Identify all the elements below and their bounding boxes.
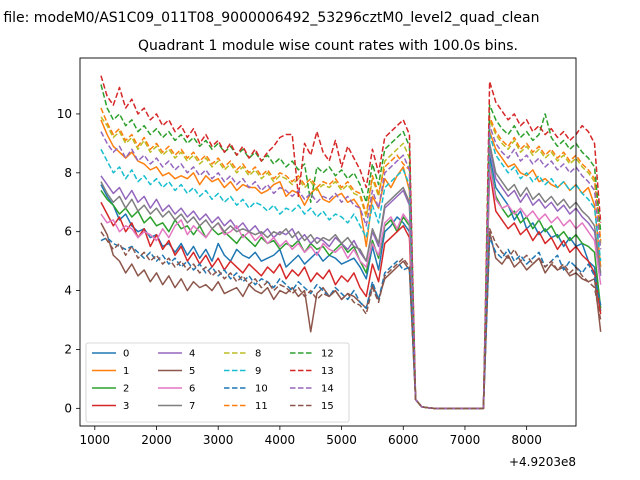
legend-label-15: 15 [321,401,334,412]
series-12-line [100,84,602,410]
y-tick-label: 0 [64,401,72,415]
series-3-line [100,169,602,410]
y-tick-label: 8 [64,166,72,180]
legend-label-13: 13 [321,366,334,377]
plot-area [100,75,602,410]
x-tick-label: 8000 [511,433,542,447]
figure-suptitle: n file: modeM0/AS1C09_011T08_9000006492_… [0,10,539,26]
y-tick-label: 2 [64,342,72,356]
chart-title: Quadrant 1 module wise count rates with … [138,38,518,54]
y-tick-label: 10 [57,107,72,121]
legend-box [85,342,350,423]
y-tick-label: 6 [64,225,72,239]
legend-label-7: 7 [189,401,195,412]
legend-label-14: 14 [321,384,334,395]
x-tick-label: 4000 [265,433,296,447]
legend-label-8: 8 [255,349,261,360]
legend-label-6: 6 [189,384,195,395]
series-6-line [100,166,602,410]
series-15-line [100,228,602,410]
y-tick-label: 4 [64,284,72,298]
legend-label-2: 2 [123,384,129,395]
x-tick-label: 5000 [326,433,357,447]
series-8-line [100,116,602,410]
series-5-line [100,222,602,410]
legend-label-9: 9 [255,366,261,377]
legend-label-0: 0 [123,349,129,360]
legend-label-12: 12 [321,349,334,360]
x-tick-label: 2000 [141,433,172,447]
x-offset-label: +4.9203e8 [509,455,576,469]
series-7-line [100,142,602,410]
series-4-line [100,145,602,410]
series-9-line [100,133,602,410]
x-tick-label: 6000 [388,433,419,447]
legend-label-5: 5 [189,366,195,377]
series-11-line [100,107,602,410]
series-13-line [100,75,602,410]
series-10-line [100,236,602,410]
legend-label-11: 11 [255,401,268,412]
series-14-line [100,124,602,410]
legend-label-4: 4 [189,349,195,360]
axes-frame [79,57,577,427]
x-tick-label: 7000 [450,433,481,447]
legend-label-10: 10 [255,384,268,395]
x-tick-label: 3000 [203,433,234,447]
x-tick-label: 1000 [80,433,111,447]
legend-label-3: 3 [123,401,129,412]
legend-label-1: 1 [123,366,129,377]
